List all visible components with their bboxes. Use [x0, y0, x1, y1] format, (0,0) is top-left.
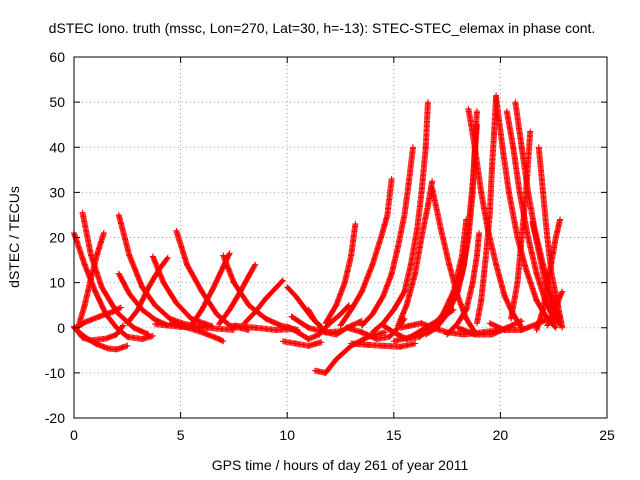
data-point [559, 288, 566, 295]
series-arc [188, 250, 233, 329]
data-point [251, 262, 258, 269]
series-arc [433, 121, 480, 329]
series-arc [369, 99, 431, 336]
data-point [100, 229, 107, 236]
data-point [318, 339, 325, 346]
data-point [473, 121, 480, 128]
data-point [120, 322, 127, 329]
x-tick-label: 25 [599, 427, 615, 443]
data-point [149, 332, 156, 339]
data-point [145, 331, 152, 338]
data-point [412, 340, 419, 347]
series-arc [358, 144, 416, 329]
data-points [71, 92, 566, 376]
series-arc [152, 321, 237, 334]
data-point [116, 305, 123, 312]
series-arc [348, 340, 419, 350]
data-point [559, 324, 566, 331]
data-point [279, 278, 286, 285]
data-point [226, 251, 233, 258]
data-point [252, 261, 259, 268]
data-point [557, 216, 564, 223]
series-arc [215, 261, 259, 328]
data-point [164, 255, 171, 262]
data-point [476, 229, 483, 236]
series-arc [397, 320, 504, 338]
chart-title: dSTEC Iono. truth (mssc, Lon=270, Lat=30… [49, 20, 596, 36]
series-arc [149, 253, 216, 330]
data-point [388, 175, 395, 182]
x-tick-label: 0 [70, 427, 78, 443]
data-point [558, 289, 565, 296]
x-tick-label: 10 [279, 427, 295, 443]
series-arc [544, 288, 566, 329]
data-point [117, 304, 124, 311]
series-arc [465, 105, 525, 331]
data-point [279, 277, 286, 284]
x-tick-label: 5 [177, 427, 185, 443]
series-arc [75, 229, 107, 330]
series-arc [79, 209, 152, 338]
data-point [219, 337, 226, 344]
series-arc [444, 229, 483, 338]
data-point [518, 317, 525, 324]
data-point [473, 108, 480, 115]
data-point [220, 338, 227, 345]
data-point [226, 250, 233, 257]
data-point [497, 327, 504, 334]
data-point [352, 220, 359, 227]
x-tick-label: 15 [386, 427, 402, 443]
data-point [124, 342, 131, 349]
data-point [144, 330, 151, 337]
data-point [429, 178, 436, 185]
y-tick-label: -10 [45, 365, 65, 381]
series-arc [473, 92, 500, 327]
data-point [409, 144, 416, 151]
series-arc [395, 178, 436, 329]
data-point [119, 323, 126, 330]
series-arc [337, 175, 395, 329]
data-point [517, 318, 524, 325]
series-arc [508, 128, 534, 322]
series-arc [533, 216, 564, 334]
x-tick-label: 20 [493, 427, 509, 443]
series-arc [241, 277, 286, 327]
y-tick-label: -20 [45, 410, 65, 426]
series-arc [322, 220, 359, 327]
data-point [424, 99, 431, 106]
data-point [382, 329, 389, 336]
data-point [527, 128, 534, 135]
data-point [164, 254, 171, 261]
series-arc [279, 338, 325, 349]
